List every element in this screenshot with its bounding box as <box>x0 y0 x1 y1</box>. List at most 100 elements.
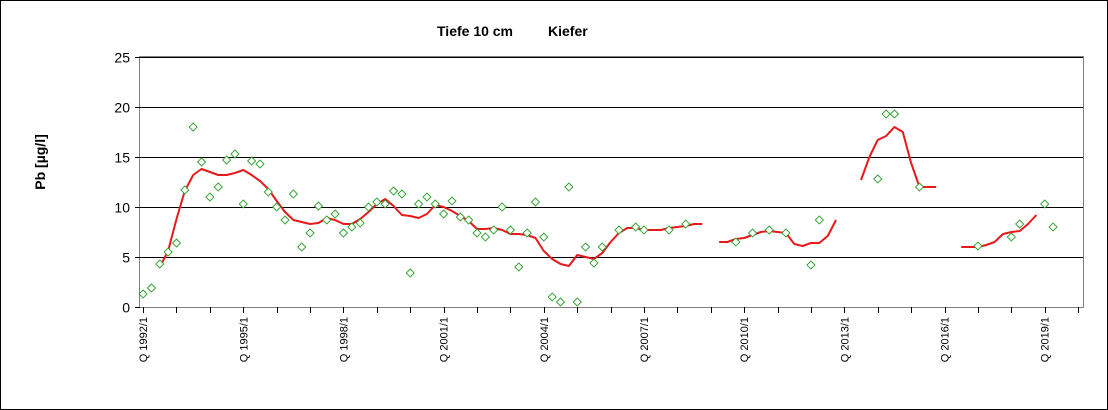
data-point <box>489 225 499 235</box>
plot-area <box>139 56 1084 308</box>
data-point <box>480 232 491 242</box>
data-point <box>731 237 741 247</box>
data-point <box>438 209 449 219</box>
data-point <box>322 215 332 225</box>
data-point <box>664 225 674 235</box>
y-tick-label: 5 <box>122 250 130 266</box>
data-point <box>589 258 599 268</box>
data-point <box>305 228 315 238</box>
smoothed-line-segment <box>158 168 703 268</box>
chart-title-right: Kiefer <box>548 23 588 39</box>
data-point <box>263 187 273 197</box>
grid-lines <box>140 57 1083 258</box>
data-point <box>447 196 457 206</box>
data-point <box>572 297 582 307</box>
data-point <box>338 228 349 238</box>
x-tick-label: Q 2016/1 <box>940 317 952 362</box>
data-point <box>397 189 407 199</box>
y-tick-label: 10 <box>114 200 130 216</box>
data-point <box>221 155 232 165</box>
data-point <box>806 260 816 270</box>
smoothed-series <box>158 126 1038 268</box>
data-point <box>580 242 591 252</box>
data-point <box>380 199 390 209</box>
x-tick-label: Q 2010/1 <box>739 317 751 362</box>
data-point <box>764 225 774 235</box>
data-point <box>230 149 240 159</box>
data-point <box>213 182 223 192</box>
y-tick-label: 0 <box>122 300 130 316</box>
data-point <box>973 241 983 251</box>
data-point <box>246 156 257 166</box>
x-tick-label: Q 1998/1 <box>338 317 350 362</box>
data-point <box>597 242 607 252</box>
y-tick-label: 20 <box>114 100 130 116</box>
data-point <box>372 197 382 207</box>
data-point <box>313 201 324 211</box>
x-tick-label: Q 2001/1 <box>439 317 451 362</box>
data-point <box>163 247 173 257</box>
data-point <box>205 192 215 202</box>
smoothed-line-segment <box>719 219 837 247</box>
measurement-points <box>138 109 1058 307</box>
data-point <box>171 238 182 248</box>
data-point <box>639 225 649 235</box>
data-point <box>405 268 415 278</box>
data-point <box>530 197 541 207</box>
data-point <box>522 228 532 238</box>
data-point <box>138 289 148 299</box>
data-point <box>146 283 157 293</box>
data-point <box>430 199 440 209</box>
data-point <box>422 192 432 202</box>
data-point <box>1048 222 1058 232</box>
x-tick-label: Q 2004/1 <box>539 317 551 362</box>
y-tick-label: 25 <box>114 50 130 66</box>
data-point <box>747 228 758 238</box>
data-point <box>363 202 374 212</box>
data-point <box>347 222 357 232</box>
data-point <box>255 159 265 169</box>
y-axis-label: Pb [µg/l] <box>32 134 48 190</box>
data-point <box>1015 219 1025 229</box>
data-point <box>188 122 198 132</box>
x-tick-label: Q 2019/1 <box>1040 317 1052 362</box>
data-point <box>539 232 549 242</box>
data-point <box>564 182 574 192</box>
data-point <box>272 202 282 212</box>
x-tick-label: Q 2013/1 <box>839 317 851 362</box>
data-point <box>497 202 507 212</box>
data-point <box>547 292 557 302</box>
y-tick-label: 15 <box>114 150 130 166</box>
data-point <box>472 228 482 238</box>
x-axis-ticks: Q 1992/1 Q 1995/1 Q 1998/1 Q 2001/1 Q 2004/1… <box>138 307 1079 362</box>
data-point <box>881 109 891 119</box>
data-point <box>238 199 248 209</box>
data-point <box>155 259 165 269</box>
smoothed-line-segment <box>961 214 1038 248</box>
data-point <box>814 215 824 225</box>
data-point <box>196 157 207 167</box>
data-point <box>280 215 290 225</box>
data-point <box>388 186 399 196</box>
data-point <box>464 215 474 225</box>
data-point <box>873 174 883 184</box>
data-point <box>614 225 624 235</box>
data-point <box>180 185 190 195</box>
data-point <box>1006 232 1016 242</box>
x-tick-label: Q 1992/1 <box>138 317 150 362</box>
data-point <box>1040 199 1050 209</box>
data-point <box>681 219 691 229</box>
data-point <box>455 212 465 222</box>
chart-title-left: Tiefe 10 cm <box>437 23 513 39</box>
x-tick-label: Q 2007/1 <box>639 317 651 362</box>
data-point <box>914 182 925 192</box>
y-axis-ticks: 0 5 10 15 20 25 <box>114 50 140 316</box>
data-point <box>330 209 340 219</box>
data-point <box>514 262 524 272</box>
data-point <box>355 218 365 228</box>
data-point <box>505 225 516 235</box>
data-point <box>631 222 641 232</box>
data-point <box>297 242 307 252</box>
